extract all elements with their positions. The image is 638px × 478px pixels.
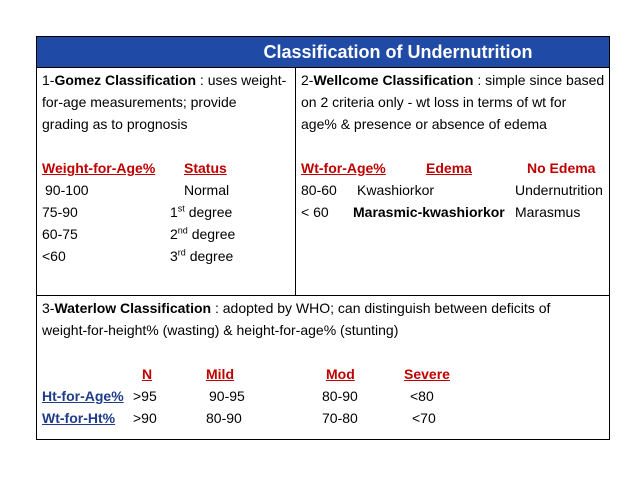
waterlow-mild: 90-95 [209,388,245,404]
gomez-range: 60-75 [42,226,78,242]
gomez-degree-sup: st [177,203,185,214]
waterlow-col-severe: Severe [404,366,450,382]
wellcome-desc-2: on 2 criteria only - wt loss in terms of… [301,94,567,110]
gomez-col-status: Status [184,160,227,176]
gomez-status: degree [185,248,234,264]
wellcome-desc-3: age% & presence or absence of edema [301,116,547,132]
wellcome-noedema: Marasmus [515,204,581,220]
wellcome-col-wt: Wt-for-Age% [301,160,386,176]
waterlow-mod: 70-80 [322,410,358,426]
gomez-status: degree [184,204,233,220]
gomez-desc-line-1: 1-Gomez Classification : uses weight- [42,69,290,91]
gomez-prefix: 1- [42,72,55,88]
waterlow-n: >90 [133,410,157,426]
wellcome-col-edema: Edema [426,160,472,176]
waterlow-mod: 80-90 [322,388,358,404]
wellcome-cell: 2-Wellcome Classification : simple since… [296,68,609,296]
table-row: 60-75 2nd degree [42,223,290,245]
gomez-degree-num: 3 [170,248,178,264]
waterlow-row-label: Wt-for-Ht% [42,410,116,426]
wellcome-edema: Kwashiorkor [357,182,435,198]
gomez-desc-2: for-age measurements; provide [42,94,237,110]
table-row: < 60 Marasmic-kwashiorkor Marasmus [301,201,604,223]
wellcome-desc-1: : simple since based [473,72,605,88]
wellcome-prefix: 2- [301,72,314,88]
gomez-desc-3: grading as to prognosis [42,116,188,132]
table-row: Wt-for-Ht% >90 80-90 70-80 <70 [42,407,604,429]
waterlow-desc-2: weight-for-height% (wasting) & height-fo… [42,322,399,338]
waterlow-name: Waterlow Classification [54,300,212,316]
gomez-range: 90-100 [45,182,89,198]
gomez-degree-sup: rd [177,247,186,258]
gomez-status: degree [187,226,236,242]
wellcome-header-row: Wt-for-Age% Edema No Edema [301,157,604,179]
table-row: 90-100 Normal [42,179,290,201]
classification-table: Classification of Undernutrition 1-Gomez… [36,36,610,440]
gomez-name: Gomez Classification [54,72,197,88]
gomez-degree-num: 2 [170,226,178,242]
waterlow-row-label: Ht-for-Age% [42,388,124,404]
gomez-range: <60 [42,248,66,264]
wellcome-col-noedema: No Edema [527,160,596,176]
waterlow-col-mod: Mod [326,366,355,382]
table-row: 75-90 1st degree [42,201,290,223]
table-row: <60 3rd degree [42,245,290,267]
waterlow-severe: <80 [410,388,434,404]
waterlow-prefix: 3- [42,300,55,316]
wellcome-range: < 60 [301,204,329,220]
gomez-col-weight: Weight-for-Age% [42,160,156,176]
waterlow-mild: 80-90 [206,410,242,426]
gomez-desc-1: : uses weight- [196,72,287,88]
waterlow-col-n: N [142,366,153,382]
waterlow-desc-1: : adopted by WHO; can distinguish betwee… [211,300,551,316]
waterlow-header-row: N Mild Mod Severe [42,363,604,385]
waterlow-cell: 3-Waterlow Classification : adopted by W… [37,296,609,439]
waterlow-severe: <70 [412,410,436,426]
table-title: Classification of Undernutrition [37,37,609,68]
wellcome-edema: Marasmic-kwashiorkor [353,204,505,220]
table-row: Ht-for-Age% >95 90-95 80-90 <80 [42,385,604,407]
table-row: 80-60 Kwashiorkor Undernutrition [301,179,604,201]
gomez-degree-sup: nd [177,225,188,236]
wellcome-range: 80-60 [301,182,337,198]
gomez-degree-num: 1 [170,204,178,220]
waterlow-n: >95 [133,388,157,404]
gomez-range: 75-90 [42,204,78,220]
wellcome-name: Wellcome Classification [313,72,474,88]
wellcome-noedema: Undernutrition [515,182,603,198]
waterlow-col-mild: Mild [206,366,234,382]
gomez-cell: 1-Gomez Classification : uses weight- fo… [37,68,296,296]
gomez-status: Normal [184,182,230,198]
gomez-header-row: Weight-for-Age% Status [42,157,290,179]
